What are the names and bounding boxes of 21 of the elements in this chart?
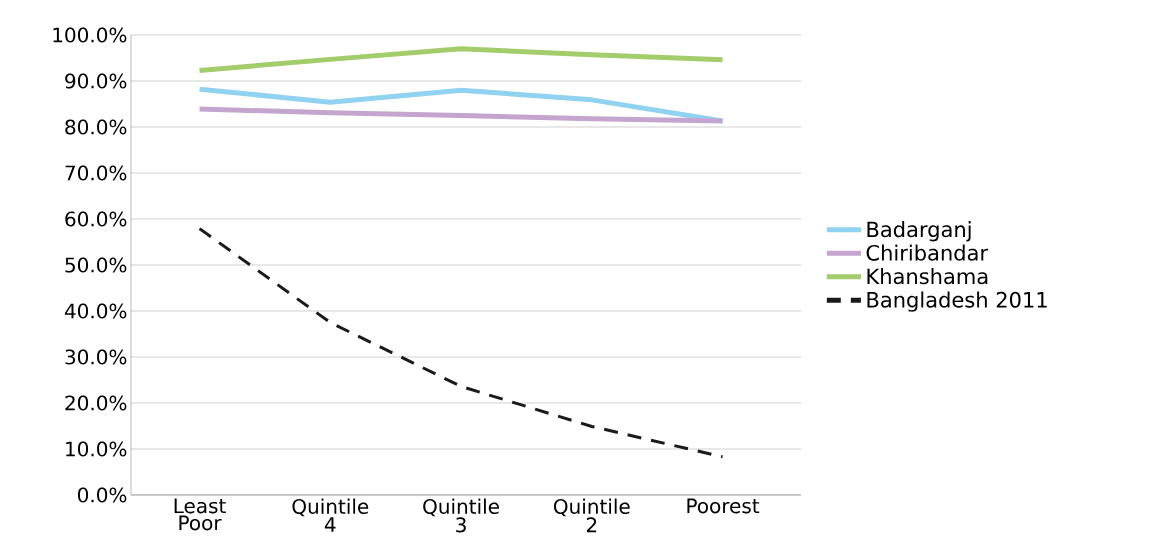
legend-label: Bangladesh 2011 [867, 291, 1047, 312]
legend-label: Khanshama [867, 268, 988, 285]
x-tick-label: Quintile 2 [553, 498, 630, 533]
y-tick-label: 80.0% [65, 119, 127, 135]
y-tick-label: 30.0% [65, 349, 127, 365]
y-tick-label: 10.0% [66, 441, 127, 457]
x-tick-label: Poorest [687, 498, 760, 514]
line-series [198, 227, 725, 459]
y-tick-label: 40.0% [64, 303, 127, 319]
y-tick-label: 60.0% [65, 211, 127, 227]
y-tick-label: 20.0% [65, 395, 127, 411]
x-tick-label: Quintile 3 [423, 498, 499, 533]
y-tick-label: 100.0% [53, 27, 127, 43]
legend-label: Badarganj [867, 221, 971, 242]
y-tick-label: 70.0% [65, 165, 127, 181]
y-tick-label: 50.0% [65, 257, 127, 273]
y-tick-label: 90.0% [65, 73, 127, 89]
legend-label: Chiribandar [866, 244, 989, 261]
y-tick-label: 0.0% [77, 487, 127, 503]
x-tick-label: Least Poor [174, 498, 226, 531]
x-tick-label: Quintile 4 [292, 498, 369, 532]
